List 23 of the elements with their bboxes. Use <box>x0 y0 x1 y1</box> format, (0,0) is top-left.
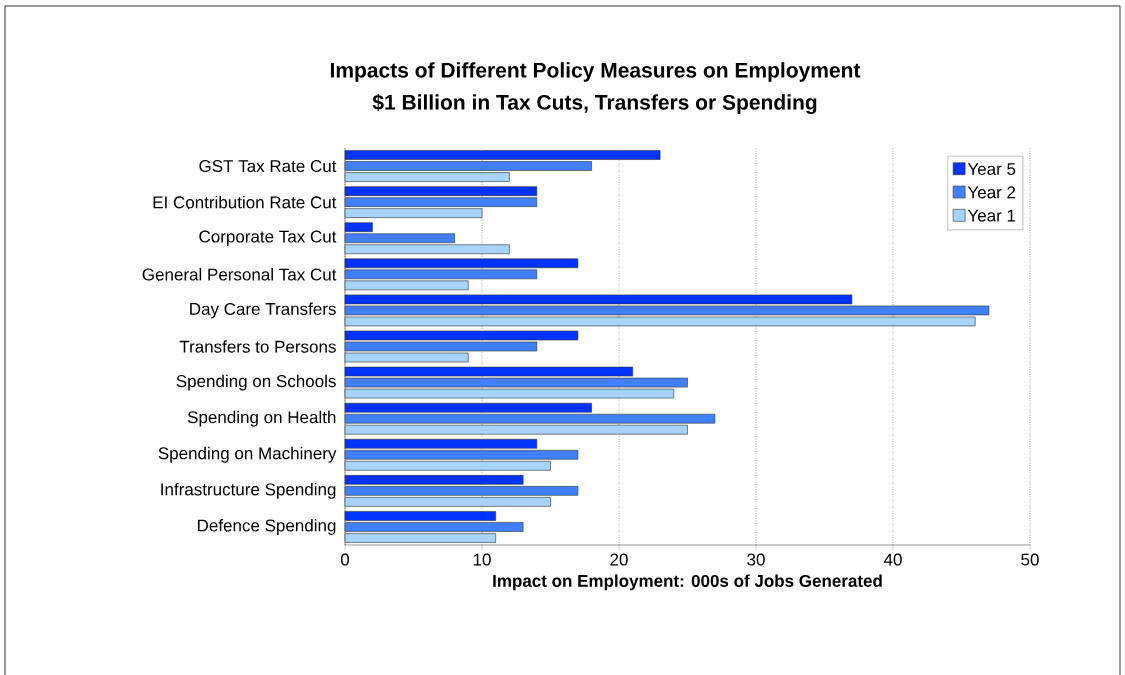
x-tick-label: 0 <box>340 553 350 566</box>
x-tick-label: 20 <box>610 553 628 566</box>
y-tick-label: Day Care Transfers <box>190 302 336 319</box>
legend-label: Year 1 <box>967 209 1016 222</box>
y-tick-label: General Personal Tax Cut <box>142 268 337 281</box>
y-tick-label: Spending on Machinery <box>158 446 337 463</box>
y-tick-label: Spending on Health <box>187 410 336 427</box>
y-tick-label: Corporate Tax Cut <box>199 230 337 246</box>
x-tick-label: 10 <box>473 553 491 566</box>
y-tick-label: Spending on Schools <box>176 374 336 391</box>
y-tick-label: Infrastructure Spending <box>161 482 336 499</box>
chart-title: Impacts of Different Policy Measures on Employment <box>330 62 861 82</box>
x-axis-title: Impact on Employment: 000s of Jobs Generated <box>493 574 882 591</box>
legend-label: Year 2 <box>967 186 1016 199</box>
y-tick-label: Defence Spending <box>197 519 336 535</box>
y-tick-label: Transfers to Persons <box>179 340 336 353</box>
x-tick-label: 30 <box>747 553 765 566</box>
chart-subtitle: $1 Billion in Tax Cuts, Transfers or Spending <box>372 93 817 115</box>
x-tick-label: 50 <box>1021 553 1039 566</box>
legend-label: Year 5 <box>967 163 1016 176</box>
y-tick-label: GST Tax Rate Cut <box>199 160 337 173</box>
y-tick-label: EI Contribution Rate Cut <box>153 195 337 209</box>
x-tick-label: 40 <box>883 553 902 566</box>
